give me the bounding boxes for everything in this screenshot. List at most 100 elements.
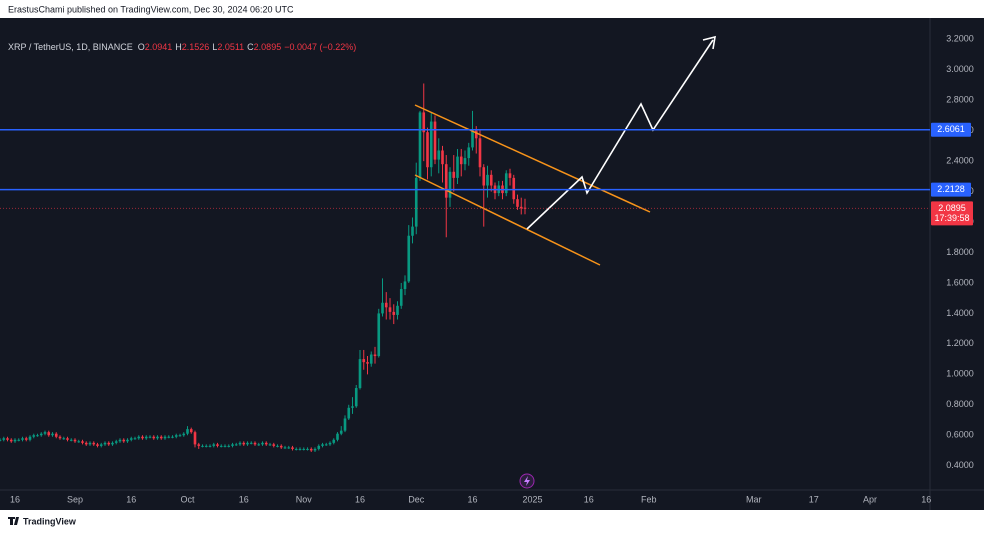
candle-body xyxy=(452,171,456,178)
candle-body xyxy=(193,432,197,445)
candle-body xyxy=(516,199,519,207)
candle-body xyxy=(39,433,43,436)
candle-body xyxy=(287,447,291,449)
candle-body xyxy=(118,439,122,442)
x-tick-label: Feb xyxy=(641,494,657,504)
candle-body xyxy=(403,281,407,290)
candle-body xyxy=(456,156,459,178)
candle-body xyxy=(309,448,313,451)
y-tick-label: 1.4000 xyxy=(946,308,974,318)
level-price-label: 2.6061 xyxy=(937,124,965,134)
legend-symbol: XRP / TetherUS, 1D, BINANCE xyxy=(8,42,133,52)
candle-body xyxy=(302,448,306,450)
candle-body xyxy=(216,444,219,446)
legend-ohlc-key: L xyxy=(212,42,217,52)
candle-body xyxy=(459,156,463,165)
candle-body xyxy=(253,442,257,445)
candle-body xyxy=(21,438,24,440)
candle-body xyxy=(489,174,493,186)
candle-body xyxy=(96,444,99,446)
legend: XRP / TetherUS, 1D, BINANCE O2.0941 H2.152… xyxy=(8,42,356,52)
plot-area xyxy=(0,83,527,452)
candle-body xyxy=(114,441,118,443)
y-tick-label: 0.8000 xyxy=(946,399,974,409)
candle-body xyxy=(276,445,279,447)
candle-body xyxy=(13,439,17,442)
y-tick-label: 2.4000 xyxy=(946,156,974,166)
y-tick-label: 0.4000 xyxy=(946,460,974,470)
legend-ohlc-value: 2.0511 xyxy=(217,42,244,52)
x-tick-label: Dec xyxy=(408,494,425,504)
candle-body xyxy=(366,362,369,364)
header-text: ErastusChami published on TradingView.co… xyxy=(8,4,294,14)
channel-upper xyxy=(414,104,651,213)
y-tick-label: 0.6000 xyxy=(946,430,974,440)
candle-body xyxy=(354,388,358,407)
candle-body xyxy=(223,445,227,447)
candle-body xyxy=(358,359,362,389)
candle-body xyxy=(69,439,73,441)
candle-body xyxy=(122,439,126,442)
candle-body xyxy=(24,438,28,440)
candle-body xyxy=(208,445,212,447)
candle-body xyxy=(159,436,163,439)
candle-body xyxy=(519,206,523,209)
candle-body xyxy=(144,436,148,439)
candle-body xyxy=(504,173,508,194)
candle-body xyxy=(186,429,189,434)
candle-body xyxy=(429,121,433,168)
candle-body xyxy=(414,177,418,227)
candle-body xyxy=(167,436,171,438)
candle-body xyxy=(238,442,242,445)
candle-body xyxy=(58,436,62,439)
legend-line: XRP / TetherUS, 1D, BINANCE O2.0941 H2.152… xyxy=(8,42,356,52)
candle-body xyxy=(268,444,272,446)
candle-body xyxy=(407,235,411,282)
candle-body xyxy=(474,130,478,139)
y-tick-label: 2.8000 xyxy=(946,95,974,105)
candle-body xyxy=(103,442,107,445)
x-tick-label: 16 xyxy=(10,494,20,504)
candle-body xyxy=(148,436,152,438)
y-tick-label: 1.0000 xyxy=(946,369,974,379)
x-tick-label: 17 xyxy=(809,494,819,504)
last-price-tag xyxy=(931,201,973,226)
candle-body xyxy=(152,436,156,439)
x-tick-label: 16 xyxy=(355,494,365,504)
candle-body xyxy=(396,305,399,315)
candle-body xyxy=(62,438,66,440)
candle-body xyxy=(343,418,347,431)
candle-body xyxy=(508,173,512,178)
candle-body xyxy=(512,177,516,200)
candle-body xyxy=(388,307,392,312)
legend-ohlc-value: 2.1526 xyxy=(182,42,210,52)
candle-body xyxy=(201,445,204,447)
x-tick-label: Nov xyxy=(296,494,313,504)
level-price-label: 2.2128 xyxy=(937,184,965,194)
candle-body xyxy=(141,436,144,439)
candle-body xyxy=(227,445,231,447)
candle-body xyxy=(81,441,84,443)
level-price-tag xyxy=(931,182,971,197)
candle-body xyxy=(246,442,249,445)
candle-body xyxy=(261,442,264,445)
events-bolt xyxy=(524,476,530,486)
candle-body xyxy=(66,438,69,440)
candle-body xyxy=(107,442,111,445)
candle-body xyxy=(88,442,92,445)
x-tick-label: Apr xyxy=(863,494,877,504)
candle-body xyxy=(339,430,343,434)
candle-body xyxy=(129,438,133,440)
candle-body xyxy=(313,448,317,451)
candle-body xyxy=(249,442,253,444)
candle-body xyxy=(36,435,39,437)
candle-body xyxy=(126,439,129,442)
candle-body xyxy=(381,302,384,314)
legend-ohlc-value: 2.0941 xyxy=(145,42,173,52)
candle-body xyxy=(347,407,351,419)
candle-body xyxy=(182,433,186,436)
legend-change: −0.0047 (−0.22%) xyxy=(284,42,356,52)
candle-body xyxy=(471,130,474,148)
